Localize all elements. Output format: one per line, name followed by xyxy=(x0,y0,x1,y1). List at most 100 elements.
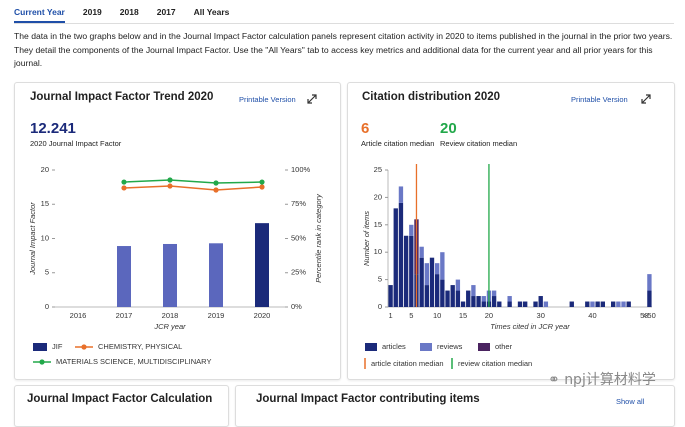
y-tick-label: 10 xyxy=(374,247,382,256)
histogram-bar xyxy=(600,301,605,307)
x-tick-label: 50 xyxy=(640,311,648,320)
histogram-bar xyxy=(507,296,512,302)
x-tick-label: 30 xyxy=(537,311,545,320)
histogram-bar xyxy=(424,285,429,307)
histogram-bar xyxy=(403,235,409,307)
histogram-bar xyxy=(460,301,466,307)
y2-tick-label: 75% xyxy=(291,199,306,208)
histogram-bar xyxy=(590,301,595,307)
histogram-bar xyxy=(611,301,616,307)
histogram-bar xyxy=(491,296,497,307)
histogram-bar xyxy=(450,285,455,307)
printable-link[interactable]: Printable Version xyxy=(571,95,628,104)
panel-title: Journal Impact Factor Trend 2020 xyxy=(30,91,214,103)
percentile-line xyxy=(123,179,263,184)
percentile-dot xyxy=(213,180,219,186)
tab[interactable]: 2019 xyxy=(82,7,102,17)
histogram-bar xyxy=(398,202,404,307)
histogram-bar xyxy=(435,274,440,307)
description: The data in the two graphs below and in … xyxy=(14,31,673,68)
x-tick-label: 40 xyxy=(588,311,596,320)
legend-label: articles xyxy=(382,342,406,351)
y-tick-label: 15 xyxy=(374,220,382,229)
histogram-bar xyxy=(523,301,528,307)
histogram-bar xyxy=(476,296,481,307)
y2-tick-label: 50% xyxy=(291,233,306,242)
histogram-bar xyxy=(398,186,404,203)
panel-title: Journal Impact Factor Calculation xyxy=(27,393,213,405)
legend-label: reviews xyxy=(437,342,463,351)
legend-dot xyxy=(39,359,45,365)
histogram-bar xyxy=(409,235,414,307)
y-tick-label: 5 xyxy=(45,268,49,277)
legend-swatch xyxy=(365,343,377,351)
watermark-text: npj计算材料学 xyxy=(564,372,656,388)
panel-title: Journal Impact Factor contributing items xyxy=(256,393,480,405)
expand-icon[interactable] xyxy=(641,94,651,104)
histogram-bar xyxy=(538,296,543,307)
histogram-bar xyxy=(517,301,523,307)
y2-tick-label: 25% xyxy=(291,268,306,277)
legend-swatch xyxy=(420,343,432,351)
y2-tick-label: 100% xyxy=(291,165,311,174)
histogram-bar xyxy=(388,285,393,307)
histogram-bar xyxy=(445,290,450,307)
tab[interactable]: All Years xyxy=(193,7,230,17)
jif-panel: Journal Impact Factor Trend 2020 Printab… xyxy=(14,82,341,380)
histogram-bar xyxy=(455,290,461,307)
histogram-bar xyxy=(409,224,414,236)
histogram-bar xyxy=(481,296,486,302)
percentile-dot xyxy=(167,183,173,189)
jif-bar xyxy=(163,243,177,307)
tab[interactable]: 2018 xyxy=(119,7,139,17)
histogram-bar xyxy=(424,263,429,286)
legend-dot xyxy=(81,344,87,350)
x-tick-label: 1 xyxy=(389,311,393,320)
expand-icon[interactable] xyxy=(307,94,317,104)
y-tick-label: 20 xyxy=(374,192,382,201)
histogram-bar xyxy=(440,252,445,280)
x-tick-label: 5 xyxy=(409,311,413,320)
histogram-bar xyxy=(466,290,471,307)
y-tick-label: 0 xyxy=(45,302,49,311)
histogram-bar xyxy=(507,301,512,307)
x-tick-label: 2020 xyxy=(254,311,271,320)
jif-bar xyxy=(117,246,131,307)
legend-label: MATERIALS SCIENCE, MULTIDISCIPLINARY xyxy=(56,357,211,366)
jif-bar xyxy=(255,223,269,307)
legend-label: CHEMISTRY, PHYSICAL xyxy=(98,342,182,351)
x-tick-label: 10 xyxy=(433,311,441,320)
tab-bar: Current Year 2019 2018 2017 All Years xyxy=(14,7,674,24)
show-all-link[interactable]: Show all xyxy=(616,397,645,406)
metric-label: 2020 Journal Impact Factor xyxy=(30,139,122,148)
y-tick-label: 25 xyxy=(374,165,382,174)
panel-title: Citation distribution 2020 xyxy=(362,91,501,103)
tab[interactable]: Current Year xyxy=(14,7,65,23)
x-tick-label: 2016 xyxy=(70,311,87,320)
legend-label: article citation median xyxy=(371,359,444,368)
median-label: Article citation median xyxy=(361,139,435,148)
legend-label: JIF xyxy=(52,342,63,351)
printable-link[interactable]: Printable Version xyxy=(239,95,296,104)
histogram-bar xyxy=(455,279,461,291)
y-tick-label: 15 xyxy=(41,199,49,208)
percentile-line xyxy=(123,185,263,191)
histogram-bar xyxy=(393,208,398,307)
histogram-bar xyxy=(429,257,435,307)
y-tick-label: 10 xyxy=(41,233,49,242)
x-axis-label: Times cited in JCR year xyxy=(490,322,570,331)
histogram-bar xyxy=(471,285,476,297)
histogram-bar xyxy=(569,301,574,307)
histogram-bar xyxy=(647,290,652,307)
percentile-dot xyxy=(121,185,127,191)
y2-tick-label: 0% xyxy=(291,302,302,311)
percentile-dot xyxy=(259,179,265,185)
x-tick-label: 2018 xyxy=(162,311,179,320)
histogram-bar xyxy=(616,301,621,307)
x-tick-label: >50 xyxy=(643,311,656,320)
tab[interactable]: 2017 xyxy=(156,7,176,17)
legend-label: review citation median xyxy=(458,359,532,368)
x-tick-label: 15 xyxy=(459,311,467,320)
histogram-bar xyxy=(626,301,631,307)
